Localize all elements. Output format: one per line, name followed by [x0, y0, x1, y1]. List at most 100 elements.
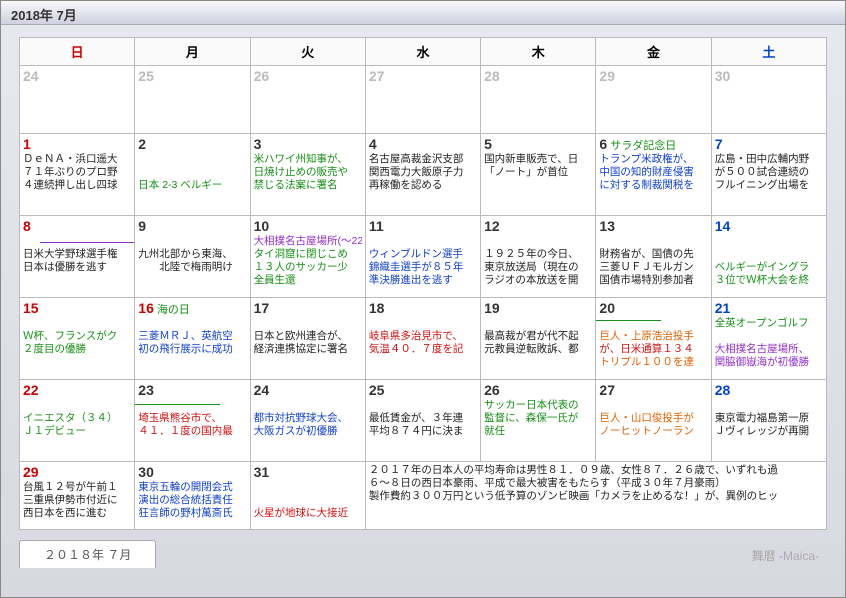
event-text — [715, 235, 823, 248]
day-cell[interactable]: 9 九州北部から東海、 北陸で梅雨明け — [135, 216, 250, 298]
day-number: 27 — [369, 68, 385, 84]
event-text: 三重県伊勢市付近に — [23, 494, 131, 507]
day-cell[interactable]: 28 — [481, 66, 596, 134]
event-text: 元教員逆転敗訴、都 — [484, 343, 592, 356]
day-number: 12 — [484, 218, 500, 234]
day-cell[interactable]: 28 東京電力福島第一原Ｊヴィレッジが再開 — [711, 380, 826, 462]
day-cell[interactable]: 15 Ｗ杯、フランスがク２度目の優勝 — [20, 298, 135, 380]
event-text: 日本 2-3 ベルギー — [138, 179, 246, 192]
event-text: ＤｅＮＡ・浜口遥大 — [23, 153, 131, 166]
day-cell[interactable]: 7広島・田中広輔内野が５００試合連続のフルイニング出場を — [711, 134, 826, 216]
event-text: 「ノート」が首位 — [484, 166, 592, 179]
event-text: 錦織圭選手が８５年 — [369, 261, 477, 274]
day-cell[interactable]: 16海の日 三菱ＭＲＪ、英航空初の飛行展示に成功 — [135, 298, 250, 380]
event-text: が５００試合連続の — [715, 166, 823, 179]
calendar-body: 242526272829301ＤｅＮＡ・浜口遥大７１年ぶりのプロ野４連続押し出し… — [20, 66, 827, 530]
event-text: トランプ米政権が、 — [599, 153, 707, 166]
day-cell[interactable]: 13 財務省が、国債の先三菱ＵＦＪモルガン国債市場特別参加者 — [596, 216, 711, 298]
day-number: 16 — [138, 300, 154, 316]
event-text: Ｊ１デビュー — [23, 425, 131, 438]
weekday-header: 火 — [250, 38, 365, 66]
summary-line: ２０１７年の日本人の平均寿命は男性８１．０９歳、女性８７．２６歳で、いずれも過 — [369, 464, 823, 477]
day-cell[interactable]: 19 最高裁が君が代不起元教員逆転敗訴、都 — [481, 298, 596, 380]
day-cell[interactable]: 25 — [135, 66, 250, 134]
weekday-header-row: 日月火水木金土 — [20, 38, 827, 66]
event-text: 北陸で梅雨明け — [138, 261, 246, 274]
calendar-week-row: 22 イニエスタ（３４）Ｊ１デビュー23 埼玉県熊谷市で、４１．１度の国内最24… — [20, 380, 827, 462]
event-text — [23, 317, 131, 330]
event-text: 平均８７４円に決ま — [369, 425, 477, 438]
day-number: 22 — [23, 382, 39, 398]
day-number: 26 — [484, 382, 500, 398]
day-cell[interactable]: 14 ベルギーがイングラ３位でＷ杯大会を終 — [711, 216, 826, 298]
event-text — [254, 317, 362, 330]
holiday-name: 海の日 — [157, 304, 190, 316]
calendar-week-row: 15 Ｗ杯、フランスがク２度目の優勝16海の日 三菱ＭＲＪ、英航空初の飛行展示に… — [20, 298, 827, 380]
day-number: 27 — [599, 382, 615, 398]
event-text: ３位でＷ杯大会を終 — [715, 274, 823, 287]
day-cell[interactable]: 26サッカー日本代表の監督に、森保一氏が就任 — [481, 380, 596, 462]
event-text: 西日本を西に進む — [23, 507, 131, 520]
day-number: 20 — [599, 300, 615, 316]
day-cell[interactable]: 27 巨人・山口俊投手がノーヒットノーラン — [596, 380, 711, 462]
event-text: 東京放送局（現在の — [484, 261, 592, 274]
day-number: 30 — [715, 68, 731, 84]
summary-cell[interactable]: ２０１７年の日本人の平均寿命は男性８１．０９歳、女性８７．２６歳で、いずれも過６… — [365, 462, 826, 530]
day-number: 24 — [23, 68, 39, 84]
day-cell[interactable]: 20 巨人・上原浩治投手が、日米通算１３４トリプル１００を達 — [596, 298, 711, 380]
day-cell[interactable]: 30 — [711, 66, 826, 134]
day-cell[interactable]: 21全英オープンゴルフ 大相撲名古屋場所、関脇御嶽海が初優勝 — [711, 298, 826, 380]
day-number: 29 — [23, 464, 39, 480]
event-text: ウィンブルドン選手 — [369, 248, 477, 261]
event-text: 日米大学野球選手権 — [23, 248, 131, 261]
day-number: 28 — [484, 68, 500, 84]
day-cell[interactable]: 8 日米大学野球選手権日本は優勝を逃す — [20, 216, 135, 298]
day-cell[interactable]: 6サラダ記念日トランプ米政権が、中国の知的財産侵害に対する制裁関税を — [596, 134, 711, 216]
day-cell[interactable]: 11 ウィンブルドン選手錦織圭選手が８５年準決勝進出を逃す — [365, 216, 480, 298]
calendar-week-row: 8 日米大学野球選手権日本は優勝を逃す9 九州北部から東海、 北陸で梅雨明け10… — [20, 216, 827, 298]
event-text: 経済連携協定に署名 — [254, 343, 362, 356]
event-text: 気温４０．７度を記 — [369, 343, 477, 356]
month-tab[interactable]: ２０１８年 ７月 — [19, 540, 156, 568]
weekday-header: 土 — [711, 38, 826, 66]
tab-bar: ２０１８年 ７月 舞暦 -Maica- — [1, 534, 845, 568]
day-cell[interactable]: 29台風１２号が午前１三重県伊勢市付近に西日本を西に進む — [20, 462, 135, 530]
weekday-header: 日 — [20, 38, 135, 66]
day-cell[interactable]: 12 １９２５年の今日、東京放送局（現在のラジオの本放送を開 — [481, 216, 596, 298]
day-cell[interactable]: 17 日本と欧州連合が、経済連携協定に署名 — [250, 298, 365, 380]
span-bar — [135, 404, 220, 405]
day-cell[interactable]: 26 — [250, 66, 365, 134]
day-cell[interactable]: 1ＤｅＮＡ・浜口遥大７１年ぶりのプロ野４連続押し出し四球 — [20, 134, 135, 216]
day-number: 30 — [138, 464, 154, 480]
day-cell[interactable]: 18 岐阜県多治見市で、気温４０．７度を記 — [365, 298, 480, 380]
event-text — [599, 317, 707, 330]
day-cell[interactable]: 29 — [596, 66, 711, 134]
span-bar — [40, 242, 135, 243]
event-text: 巨人・上原浩治投手 — [599, 330, 707, 343]
day-number: 15 — [23, 300, 39, 316]
day-cell[interactable]: 10大相撲名古屋場所(～22)タイ洞窟に閉じこめ１３人のサッカー少全員生還 — [250, 216, 365, 298]
event-text — [254, 481, 362, 494]
event-text — [138, 153, 246, 166]
event-text: 日本と欧州連合が、 — [254, 330, 362, 343]
day-cell[interactable]: 22 イニエスタ（３４）Ｊ１デビュー — [20, 380, 135, 462]
day-cell[interactable]: 23 埼玉県熊谷市で、４１．１度の国内最 — [135, 380, 250, 462]
day-cell[interactable]: 30東京五輪の開閉会式演出の総合統括責任狂言師の野村萬斎氏 — [135, 462, 250, 530]
span-bar — [596, 320, 661, 321]
event-text — [715, 248, 823, 261]
day-number: 24 — [254, 382, 270, 398]
day-cell[interactable]: 31 火星が地球に大接近 — [250, 462, 365, 530]
day-cell[interactable]: 2 日本 2-3 ベルギー — [135, 134, 250, 216]
day-cell[interactable]: 27 — [365, 66, 480, 134]
day-number: 7 — [715, 136, 723, 152]
day-cell[interactable]: 3米ハワイ州知事が、日焼け止めの販売や禁じる法案に署名 — [250, 134, 365, 216]
day-cell[interactable]: 5国内新車販売で、日「ノート」が首位 — [481, 134, 596, 216]
day-cell[interactable]: 24 都市対抗野球大会、大阪ガスが初優勝 — [250, 380, 365, 462]
day-cell[interactable]: 4名古屋高裁金沢支部関西電力大飯原子力再稼働を認める — [365, 134, 480, 216]
summary-line: 製作費約３００万円という低予算のゾンビ映画「カメラを止めるな！」が、異例のヒッ — [369, 490, 823, 503]
event-text — [484, 235, 592, 248]
day-cell[interactable]: 25 最低賃金が、３年連平均８７４円に決ま — [365, 380, 480, 462]
event-text — [254, 494, 362, 507]
day-cell[interactable]: 24 — [20, 66, 135, 134]
event-text: 監督に、森保一氏が — [484, 412, 592, 425]
